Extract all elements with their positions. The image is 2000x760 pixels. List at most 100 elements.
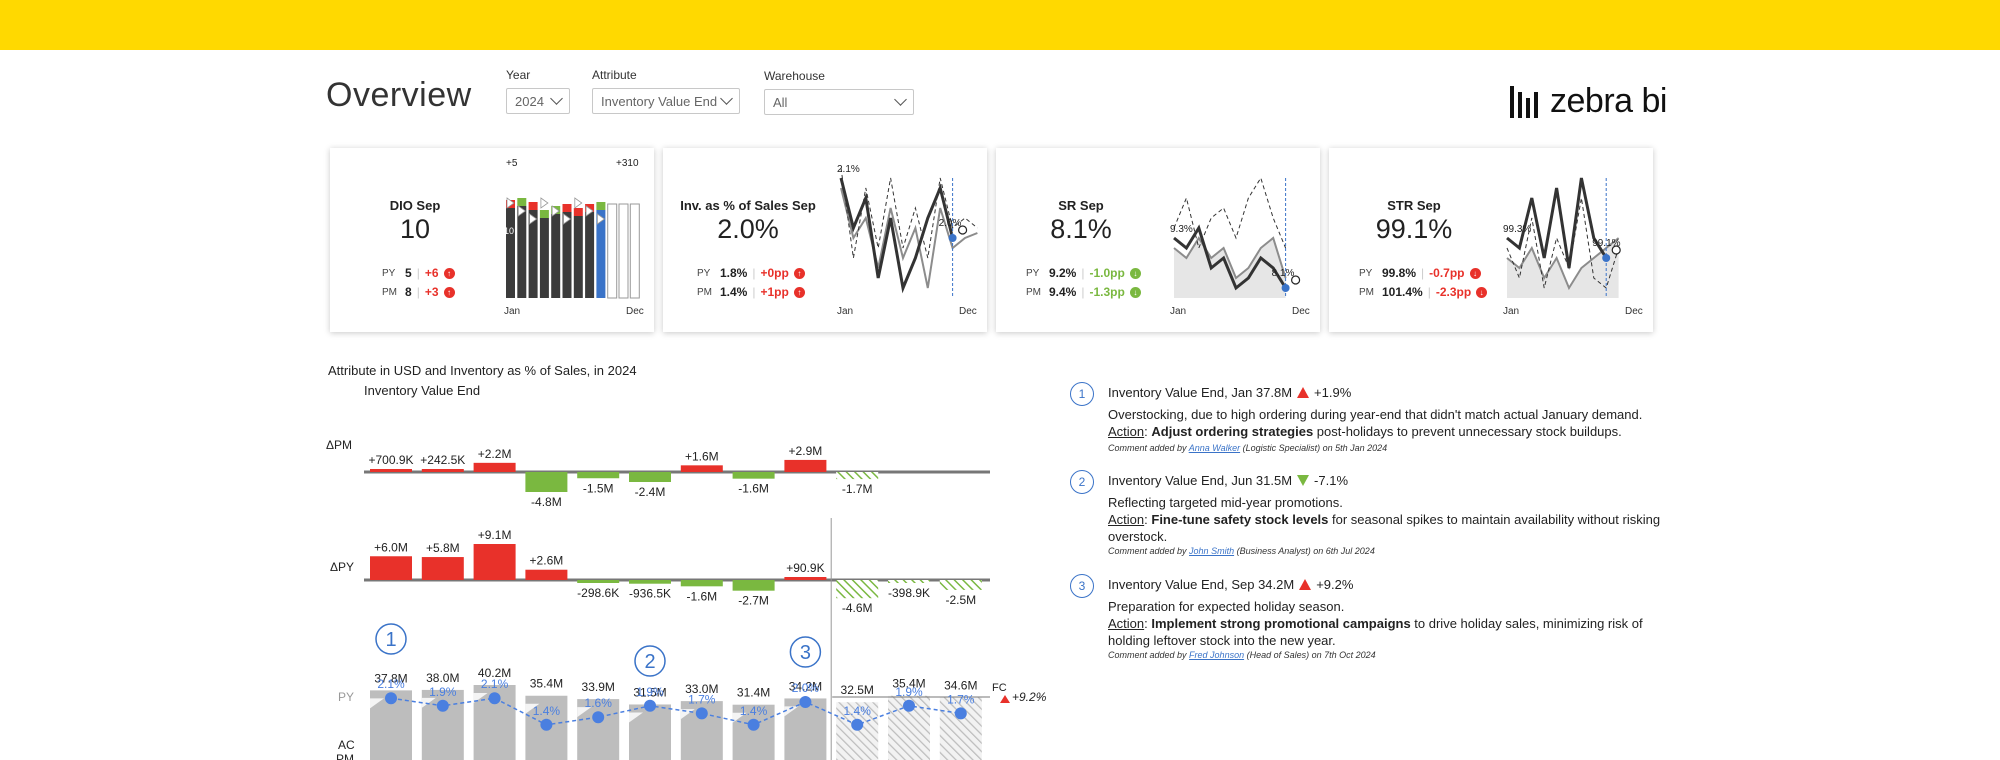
kpi-py-line bbox=[840, 187, 978, 289]
comment-action-rest: to drive holiday sales, minimizing risk … bbox=[1108, 616, 1643, 648]
attribute-select[interactable]: Inventory Value End bbox=[592, 88, 740, 114]
pct-label: 1.7% bbox=[688, 692, 716, 706]
kpi-py-value: 99.8% bbox=[1382, 266, 1417, 280]
kpi-card[interactable]: STR Sep 99.1% PY 99.8% | -0.7pp ↓ PM 101… bbox=[1329, 148, 1653, 332]
kpi-bar bbox=[551, 214, 561, 298]
kpi-name: SR Sep bbox=[1058, 198, 1104, 213]
kpi-bar bbox=[573, 216, 583, 298]
dpm-bar bbox=[629, 472, 671, 482]
top-accent-bar bbox=[0, 0, 2000, 50]
dpm-bar bbox=[836, 472, 879, 480]
dpy-label: -2.5M bbox=[945, 593, 976, 607]
dpy-label: +90.9K bbox=[786, 561, 824, 575]
comment-action: Action: Fine-tune safety stock levels fo… bbox=[1108, 512, 1661, 544]
year-select[interactable]: 2024 bbox=[506, 88, 570, 114]
kpi-pm-line bbox=[1506, 197, 1620, 289]
comment-action: Action: Implement strong promotional cam… bbox=[1108, 616, 1643, 648]
kpi-bar-variance bbox=[596, 202, 606, 210]
year-filter-label: Year bbox=[506, 68, 531, 82]
logo-bars-icon bbox=[1510, 85, 1538, 118]
kpi-bar bbox=[517, 206, 527, 298]
pct-label: 1.4% bbox=[533, 704, 561, 718]
dpy-bar bbox=[421, 557, 464, 580]
kpi-pm-dot bbox=[1611, 245, 1621, 255]
kpi-bar bbox=[506, 208, 515, 298]
kpi-axis-end: Dec bbox=[1292, 306, 1310, 317]
dpy-bar bbox=[370, 556, 412, 580]
kpi-bar bbox=[585, 212, 595, 298]
kpi-pm-marker bbox=[574, 197, 583, 209]
dpy-bar bbox=[525, 569, 568, 580]
dpm-bar bbox=[680, 465, 723, 472]
kpi-chart-label: +310 bbox=[616, 158, 639, 169]
pct-dot bbox=[695, 707, 708, 720]
kpi-card[interactable]: DIO Sep 10 PY 5 | +6 ↑ PM 8 | +3 ↑ +5 10 +… bbox=[330, 148, 654, 332]
dpy-bar bbox=[732, 580, 775, 591]
kpi-axis-end: Dec bbox=[1625, 306, 1643, 317]
dpm-label: +1.6M bbox=[685, 449, 719, 463]
comment-action-bold: Adjust ordering strategies bbox=[1151, 424, 1314, 439]
comment-author-link[interactable]: Anna Walker bbox=[1188, 443, 1241, 453]
kpi-bar bbox=[528, 210, 538, 298]
dpy-bar bbox=[577, 580, 620, 583]
comment-title: Inventory Value End, Jan 37.8M bbox=[1108, 385, 1293, 400]
py-marker bbox=[732, 712, 747, 723]
dpy-label: +2.6M bbox=[530, 554, 564, 568]
ac-bar bbox=[939, 697, 982, 760]
warehouse-select[interactable]: All bbox=[764, 89, 914, 115]
py-row-label: PY bbox=[338, 690, 355, 704]
kpi-chart-label: +5 bbox=[506, 158, 518, 169]
kpi-py-delta: -0.7pp bbox=[1429, 266, 1465, 280]
ac-label: 34.6M bbox=[944, 679, 977, 693]
main-chart-subtitle: Inventory Value End bbox=[364, 383, 481, 398]
comment-number: 3 bbox=[1070, 574, 1094, 598]
kpi-pm-delta: -1.3pp bbox=[1089, 285, 1125, 299]
comment-author-link[interactable]: Fred Johnson bbox=[1189, 650, 1245, 660]
comment-marker bbox=[789, 636, 822, 668]
kpi-bar-variance bbox=[528, 202, 538, 210]
kpi-pm-value: 1.4% bbox=[720, 285, 748, 299]
kpi-pm-delta-icon: ↓ bbox=[1476, 286, 1488, 298]
dpm-label: -4.8M bbox=[531, 495, 562, 509]
attribute-filter-label: Attribute bbox=[592, 68, 637, 82]
kpi-py-row: PY 99.8% | -0.7pp ↓ bbox=[1359, 266, 1481, 280]
pm-row-label: PM bbox=[336, 752, 354, 760]
comment-author-link[interactable]: John Smith bbox=[1189, 546, 1235, 556]
comment-meta: Comment added by Fred Johnson (Head of S… bbox=[1108, 650, 1376, 660]
dpm-label: -1.5M bbox=[583, 481, 614, 495]
pct-label: 1.6% bbox=[585, 696, 613, 710]
kpi-pm-dot bbox=[957, 225, 968, 235]
ac-label: 35.4M bbox=[530, 677, 563, 691]
pct-label: 1.4% bbox=[844, 704, 872, 718]
comment-action-label: Action bbox=[1108, 424, 1145, 439]
ac-label: 35.4M bbox=[892, 677, 925, 691]
kpi-pm-delta: +3 bbox=[424, 285, 439, 299]
kpi-py-delta-icon: ↓ bbox=[1129, 267, 1141, 279]
kpi-card[interactable]: Inv. as % of Sales Sep 2.0% PY 1.8% | +0… bbox=[663, 148, 987, 332]
kpi-bar bbox=[539, 218, 549, 298]
kpi-pm-marker bbox=[529, 213, 538, 225]
py-marker bbox=[784, 706, 799, 717]
ac-label: 38.0M bbox=[426, 671, 459, 685]
kpi-card[interactable]: SR Sep 8.1% PY 9.2% | -1.0pp ↓ PM 9.4% |… bbox=[996, 148, 1320, 332]
fc-up-icon bbox=[1000, 695, 1010, 703]
comment-header: Inventory Value End, Jun 31.5M -7.1% bbox=[1108, 473, 1348, 488]
kpi-value: 8.1% bbox=[1050, 214, 1112, 244]
comment-meta-prefix: Comment added by bbox=[1108, 650, 1190, 660]
dpm-label: +242.5K bbox=[420, 453, 465, 467]
kpi-mini-chart: 99.3% 99.1% bbox=[1503, 177, 1621, 298]
dpy-label: -1.6M bbox=[686, 589, 717, 603]
pct-dot bbox=[592, 711, 605, 724]
pct-dot bbox=[903, 699, 915, 712]
kpi-pm-value: 101.4% bbox=[1382, 285, 1423, 299]
dpm-bar bbox=[525, 472, 568, 492]
kpi-name: STR Sep bbox=[1387, 198, 1441, 213]
dpm-label: -1.6M bbox=[738, 482, 769, 496]
kpi-pm-label: PM bbox=[697, 286, 712, 298]
kpi-bar-forecast bbox=[607, 203, 618, 299]
pct-dot bbox=[385, 692, 397, 705]
kpi-pm-marker bbox=[585, 205, 594, 217]
warehouse-filter-label: Warehouse bbox=[764, 69, 825, 83]
dpy-bar bbox=[836, 580, 879, 599]
ac-label: 40.2M bbox=[478, 666, 511, 680]
